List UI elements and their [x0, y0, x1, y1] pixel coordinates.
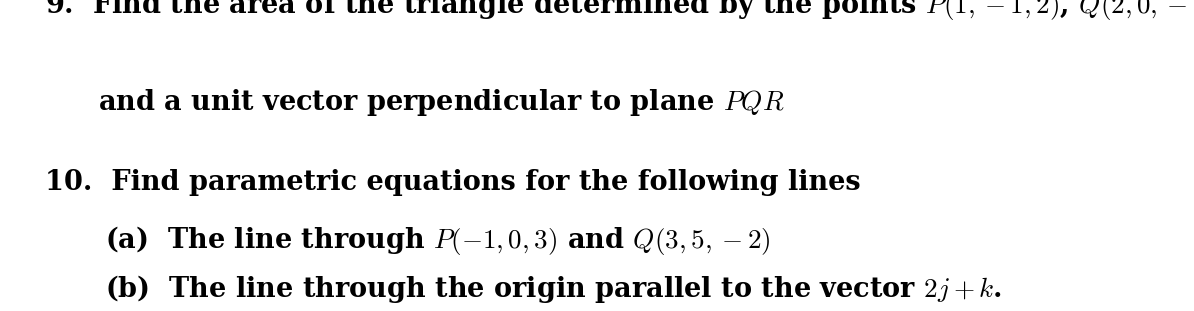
Text: (b)  The line through the origin parallel to the vector $2j + k$.: (b) The line through the origin parallel… [105, 273, 1002, 305]
Text: 9.  Find the area of the triangle determined by the points $P(1, -1, 2)$, $Q(2, : 9. Find the area of the triangle determi… [45, 0, 1188, 22]
Text: (a)  The line through $P(-1, 0, 3)$ and $Q(3, 5, -2)$: (a) The line through $P(-1, 0, 3)$ and $… [105, 224, 770, 257]
Text: 10.  Find parametric equations for the following lines: 10. Find parametric equations for the fo… [45, 169, 861, 196]
Text: and a unit vector perpendicular to plane $PQR$: and a unit vector perpendicular to plane… [98, 87, 784, 118]
